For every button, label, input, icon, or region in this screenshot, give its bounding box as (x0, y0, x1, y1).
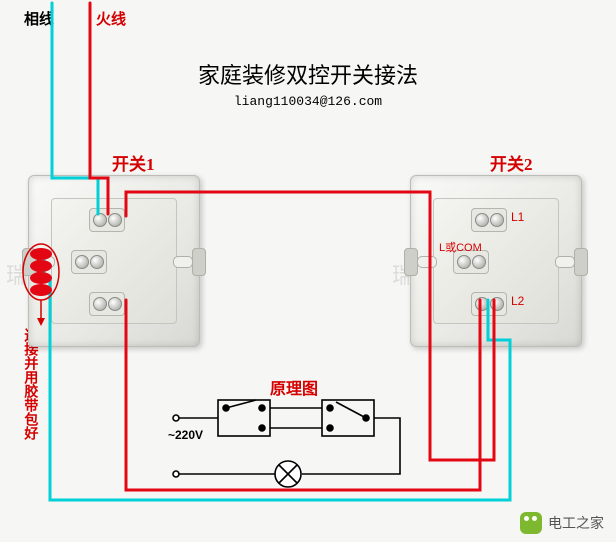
terminal-com-label: L或COM (439, 239, 482, 255)
voltage-label: ~220V (168, 428, 203, 442)
footer-text: 电工之家 (548, 513, 604, 533)
switch1-label: 开关1 (112, 150, 155, 175)
switch2-label: 开关2 (490, 150, 533, 175)
switch-plate-2: L1 L或COM L2 (410, 175, 582, 347)
terminal-l1-label: L1 (511, 210, 524, 224)
page-subtitle: liang110034@126.com (0, 94, 616, 109)
wechat-icon (520, 512, 542, 534)
neutral-wire-label: 相线 (24, 8, 54, 29)
live-wire-label: 火线 (96, 8, 126, 29)
footer-brand: 电工之家 (520, 512, 604, 534)
terminal-l2-label: L2 (511, 294, 524, 308)
schematic-label: 原理图 (270, 375, 318, 399)
page-title: 家庭装修双控开关接法 (0, 58, 616, 90)
switch-plate-1 (28, 175, 200, 347)
